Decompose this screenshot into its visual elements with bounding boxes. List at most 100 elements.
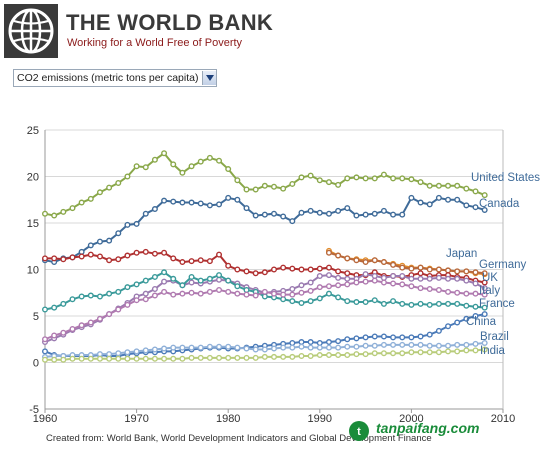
data-point bbox=[380, 350, 387, 357]
data-point bbox=[115, 230, 122, 237]
data-point bbox=[252, 346, 259, 353]
data-point bbox=[216, 354, 223, 361]
data-point bbox=[362, 299, 369, 306]
data-point bbox=[280, 264, 287, 271]
series-end-label: India bbox=[480, 345, 506, 357]
data-point bbox=[435, 349, 442, 356]
data-point bbox=[390, 350, 397, 357]
data-point bbox=[307, 298, 314, 305]
data-point bbox=[216, 201, 223, 208]
data-point bbox=[87, 292, 94, 299]
data-point bbox=[463, 290, 470, 297]
data-point bbox=[335, 181, 342, 188]
data-point bbox=[106, 355, 113, 362]
data-point bbox=[106, 184, 113, 191]
data-point bbox=[417, 285, 424, 292]
data-point bbox=[142, 248, 149, 255]
data-point bbox=[307, 352, 314, 359]
data-point bbox=[78, 199, 85, 206]
data-point bbox=[371, 350, 378, 357]
data-point bbox=[69, 254, 76, 261]
data-point bbox=[69, 355, 76, 362]
data-point bbox=[307, 344, 314, 351]
data-point bbox=[371, 297, 378, 304]
brand-tagline: Working for a World Free of Poverty bbox=[67, 37, 243, 49]
data-point bbox=[481, 311, 488, 318]
data-point bbox=[316, 265, 323, 272]
data-point bbox=[417, 275, 424, 282]
data-point bbox=[289, 265, 296, 272]
data-point bbox=[472, 303, 479, 310]
data-point bbox=[188, 273, 195, 280]
data-point bbox=[408, 334, 415, 341]
data-point bbox=[261, 353, 268, 360]
data-point bbox=[206, 288, 213, 295]
data-point bbox=[78, 322, 85, 329]
data-point bbox=[445, 288, 452, 295]
data-point bbox=[371, 277, 378, 284]
data-point bbox=[298, 174, 305, 181]
data-point bbox=[188, 344, 195, 351]
data-point bbox=[353, 351, 360, 358]
watermark-logo: t bbox=[349, 421, 369, 441]
data-point bbox=[280, 344, 287, 351]
data-point bbox=[307, 287, 314, 294]
data-point bbox=[390, 341, 397, 348]
data-point bbox=[390, 211, 397, 218]
data-point bbox=[362, 342, 369, 349]
data-point bbox=[362, 175, 369, 182]
data-point bbox=[463, 202, 470, 209]
data-point bbox=[170, 255, 177, 262]
data-point bbox=[197, 200, 204, 207]
data-point bbox=[445, 267, 452, 274]
x-tick-label: 1970 bbox=[124, 413, 148, 425]
data-point bbox=[408, 341, 415, 348]
world-bank-globe-logo bbox=[4, 4, 58, 58]
data-point bbox=[408, 349, 415, 356]
x-tick-label: 2010 bbox=[491, 413, 515, 425]
data-point bbox=[78, 253, 85, 260]
x-tick-label: 1990 bbox=[308, 413, 332, 425]
data-point bbox=[261, 346, 268, 353]
data-point bbox=[445, 348, 452, 355]
data-point bbox=[206, 354, 213, 361]
data-point bbox=[353, 257, 360, 264]
data-point bbox=[289, 180, 296, 187]
data-point bbox=[362, 351, 369, 358]
indicator-select[interactable]: CO2 emissions (metric tons per capita) bbox=[13, 69, 218, 87]
data-point bbox=[445, 196, 452, 203]
data-point bbox=[69, 326, 76, 333]
y-tick-label: 10 bbox=[27, 265, 39, 277]
data-point bbox=[197, 158, 204, 165]
data-point bbox=[170, 161, 177, 168]
data-point bbox=[161, 249, 168, 256]
data-point bbox=[353, 212, 360, 219]
data-point bbox=[234, 283, 241, 290]
data-point bbox=[426, 201, 433, 208]
data-point bbox=[216, 251, 223, 258]
data-point bbox=[261, 182, 268, 189]
data-point bbox=[445, 300, 452, 307]
data-point bbox=[289, 353, 296, 360]
data-point bbox=[353, 335, 360, 342]
data-point bbox=[344, 255, 351, 262]
data-point bbox=[380, 171, 387, 178]
data-point bbox=[234, 354, 241, 361]
data-point bbox=[51, 356, 58, 363]
data-point bbox=[243, 268, 250, 275]
data-point bbox=[96, 253, 103, 260]
data-point bbox=[161, 197, 168, 204]
data-point bbox=[426, 342, 433, 349]
data-point bbox=[243, 354, 250, 361]
data-point bbox=[380, 279, 387, 286]
chevron-down-icon[interactable] bbox=[202, 71, 217, 85]
data-point bbox=[390, 261, 397, 268]
data-point bbox=[380, 274, 387, 281]
data-point bbox=[481, 192, 488, 199]
data-point bbox=[252, 354, 259, 361]
data-point bbox=[371, 273, 378, 280]
data-point bbox=[151, 286, 158, 293]
data-point bbox=[206, 202, 213, 209]
data-point bbox=[353, 343, 360, 350]
data-point bbox=[197, 257, 204, 264]
